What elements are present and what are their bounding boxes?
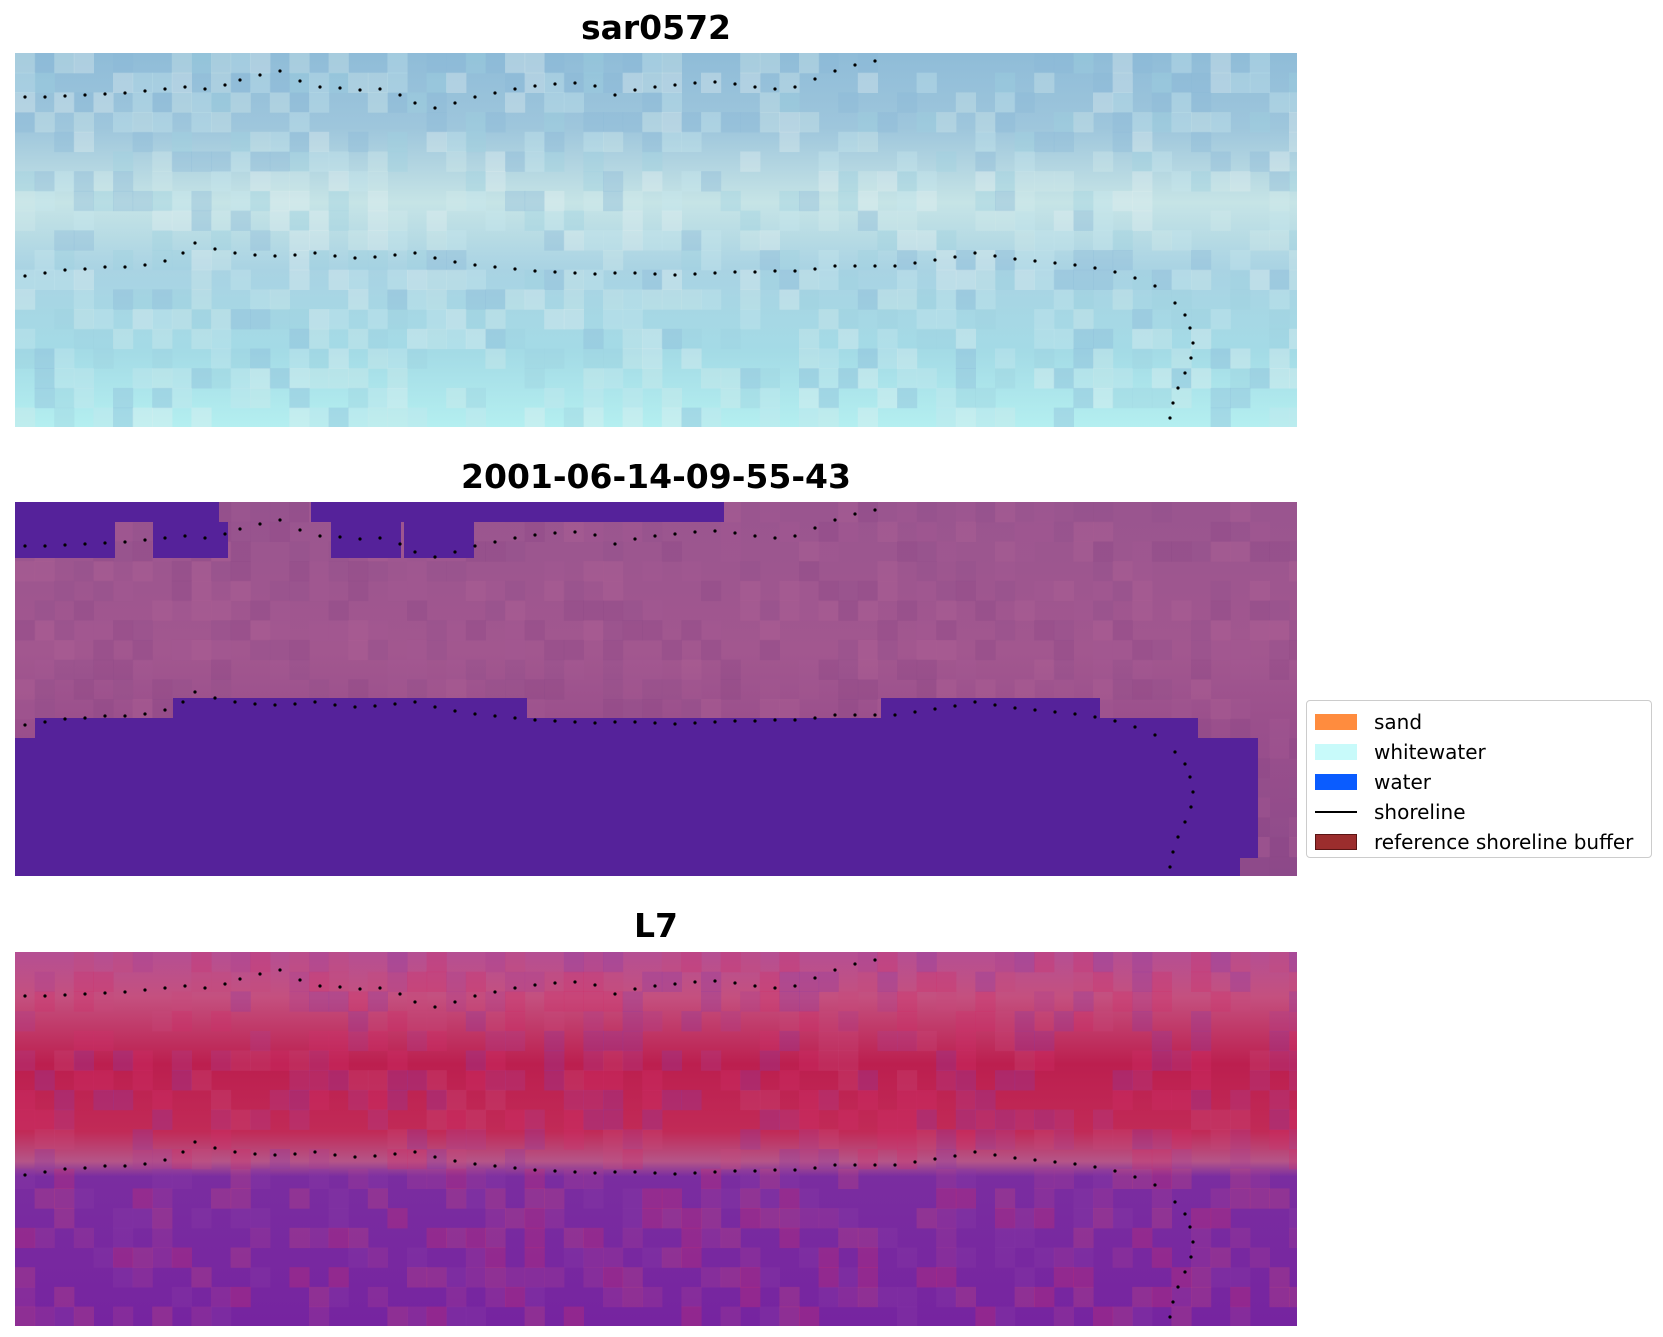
legend-label-whitewater: whitewater (1374, 740, 1486, 764)
falsecolor-image (15, 952, 1297, 1326)
falsecolor-image-panel (15, 952, 1297, 1326)
whitewater-swatch (1315, 744, 1357, 760)
classified-image (15, 502, 1297, 876)
legend-label-water: water (1374, 770, 1431, 794)
panel-title-2: 2001-06-14-09-55-43 (461, 457, 851, 496)
sand-swatch (1315, 714, 1357, 730)
panel-title-3: L7 (634, 906, 678, 945)
sar-image (15, 53, 1297, 427)
shoreline-swatch (1315, 811, 1357, 813)
legend-item-shoreline: shoreline (1315, 797, 1651, 827)
legend-item-reference-buffer: reference shoreline buffer (1315, 827, 1651, 857)
legend-label-reference-buffer: reference shoreline buffer (1374, 830, 1634, 854)
sar-image-panel (15, 53, 1297, 427)
classified-image-panel (15, 502, 1297, 876)
legend-item-whitewater: whitewater (1315, 737, 1651, 767)
legend-label-shoreline: shoreline (1374, 800, 1466, 824)
water-swatch (1315, 774, 1357, 790)
legend-item-water: water (1315, 767, 1651, 797)
legend: sand whitewater water shoreline referenc… (1306, 700, 1652, 858)
legend-label-sand: sand (1374, 710, 1423, 734)
panel-title-1: sar0572 (580, 8, 732, 47)
reference-buffer-swatch (1315, 834, 1357, 850)
legend-item-sand: sand (1315, 707, 1651, 737)
